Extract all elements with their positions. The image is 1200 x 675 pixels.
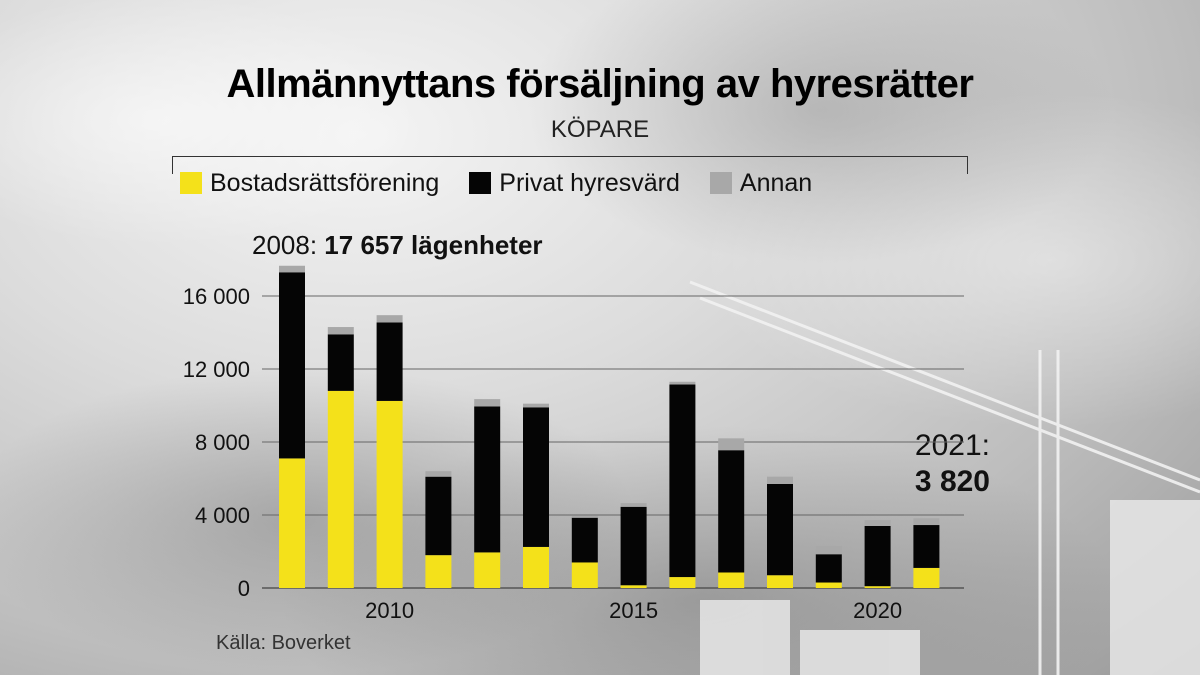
bar-privat-hyresv-rd-2011 bbox=[425, 476, 452, 556]
bar-bostadsr-ttsf-rening-2012 bbox=[474, 552, 501, 588]
bar-bostadsr-ttsf-rening-2013 bbox=[523, 546, 549, 588]
bar-bostadsr-ttsf-rening-2019 bbox=[815, 582, 842, 588]
annotation-2008: 2008: 17 657 lägenheter bbox=[252, 230, 543, 261]
bar-privat-hyresv-rd-2020 bbox=[864, 525, 891, 587]
annotation-2008-value: 17 657 lägenheter bbox=[324, 230, 543, 260]
chart-subtitle: KÖPARE bbox=[550, 116, 650, 143]
bar-privat-hyresv-rd-2016 bbox=[669, 384, 696, 578]
bar-privat-hyresv-rd-2019 bbox=[815, 554, 842, 583]
bar-bostadsr-ttsf-rening-2011 bbox=[425, 555, 452, 588]
legend-swatch-gray bbox=[709, 172, 732, 194]
y-tick-label: 4 000 bbox=[195, 503, 250, 528]
bar-privat-hyresv-rd-2008 bbox=[279, 272, 305, 459]
bar-annan-2017 bbox=[718, 438, 745, 451]
bar-bostadsr-ttsf-rening-2018 bbox=[767, 575, 793, 588]
y-tick-label: 16 000 bbox=[183, 284, 250, 309]
source-note: Källa: Boverket bbox=[216, 632, 351, 654]
bar-annan-2021 bbox=[913, 518, 940, 526]
bar-annan-2012 bbox=[474, 399, 501, 407]
annotation-2021-value: 3 820 bbox=[914, 465, 990, 498]
y-tick-label: 0 bbox=[238, 576, 250, 601]
legend-label: Privat hyresvärd bbox=[499, 168, 680, 197]
annotation-2008-prefix: 2008: bbox=[252, 230, 325, 260]
y-tick-label: 12 000 bbox=[183, 357, 250, 382]
legend-swatch-yellow bbox=[180, 172, 202, 194]
x-tick-label: 2020 bbox=[853, 598, 902, 623]
bar-privat-hyresv-rd-2010 bbox=[376, 322, 403, 401]
bar-bostadsr-ttsf-rening-2014 bbox=[571, 562, 598, 588]
bar-annan-2015 bbox=[620, 503, 647, 507]
x-tick-label: 2010 bbox=[365, 598, 414, 623]
legend-bracket bbox=[172, 156, 968, 174]
bar-bostadsr-ttsf-rening-2017 bbox=[718, 572, 745, 588]
bar-privat-hyresv-rd-2009 bbox=[327, 334, 354, 391]
legend-label: Bostadsrättsförening bbox=[210, 168, 440, 197]
bar-privat-hyresv-rd-2014 bbox=[571, 517, 598, 563]
y-tick-label: 8 000 bbox=[195, 430, 250, 455]
bar-annan-2020 bbox=[864, 520, 891, 526]
bar-privat-hyresv-rd-2013 bbox=[523, 407, 549, 547]
legend: Bostadsrättsförening Privat hyresvärd An… bbox=[180, 168, 812, 198]
bar-annan-2010 bbox=[376, 315, 403, 323]
bar-annan-2019 bbox=[815, 546, 842, 555]
bar-bostadsr-ttsf-rening-2015 bbox=[620, 585, 647, 588]
legend-swatch-black bbox=[469, 172, 492, 194]
bar-bostadsr-ttsf-rening-2009 bbox=[327, 390, 354, 588]
bar-privat-hyresv-rd-2018 bbox=[767, 483, 793, 576]
bar-annan-2013 bbox=[523, 403, 549, 408]
legend-item-annan: Annan bbox=[709, 168, 813, 198]
bar-annan-2009 bbox=[327, 327, 354, 335]
bar-bostadsr-ttsf-rening-2020 bbox=[864, 586, 891, 588]
legend-item-bostadsrattsforening: Bostadsrättsförening bbox=[180, 169, 439, 198]
bar-bostadsr-ttsf-rening-2008 bbox=[279, 458, 305, 588]
annotation-2021: 2021: 3 820 bbox=[860, 428, 990, 500]
bar-privat-hyresv-rd-2017 bbox=[718, 450, 745, 573]
bar-bostadsr-ttsf-rening-2021 bbox=[913, 567, 940, 588]
bar-annan-2008 bbox=[279, 265, 305, 273]
bar-annan-2011 bbox=[425, 471, 452, 477]
bar-annan-2018 bbox=[767, 476, 793, 484]
bar-bostadsr-ttsf-rening-2010 bbox=[376, 400, 403, 588]
bar-annan-2014 bbox=[571, 515, 598, 518]
bar-privat-hyresv-rd-2012 bbox=[474, 406, 501, 553]
legend-label: Annan bbox=[739, 168, 813, 197]
bar-annan-2016 bbox=[669, 381, 696, 385]
annotation-2021-year: 2021: bbox=[914, 429, 990, 462]
chart-title: Allmännyttans försäljning av hyresrätter bbox=[226, 62, 974, 106]
bar-privat-hyresv-rd-2021 bbox=[913, 525, 940, 568]
bar-bostadsr-ttsf-rening-2016 bbox=[669, 577, 696, 588]
legend-item-privat-hyresvard: Privat hyresvärd bbox=[469, 169, 680, 198]
bar-privat-hyresv-rd-2015 bbox=[620, 506, 647, 586]
x-tick-label: 2015 bbox=[609, 598, 658, 623]
